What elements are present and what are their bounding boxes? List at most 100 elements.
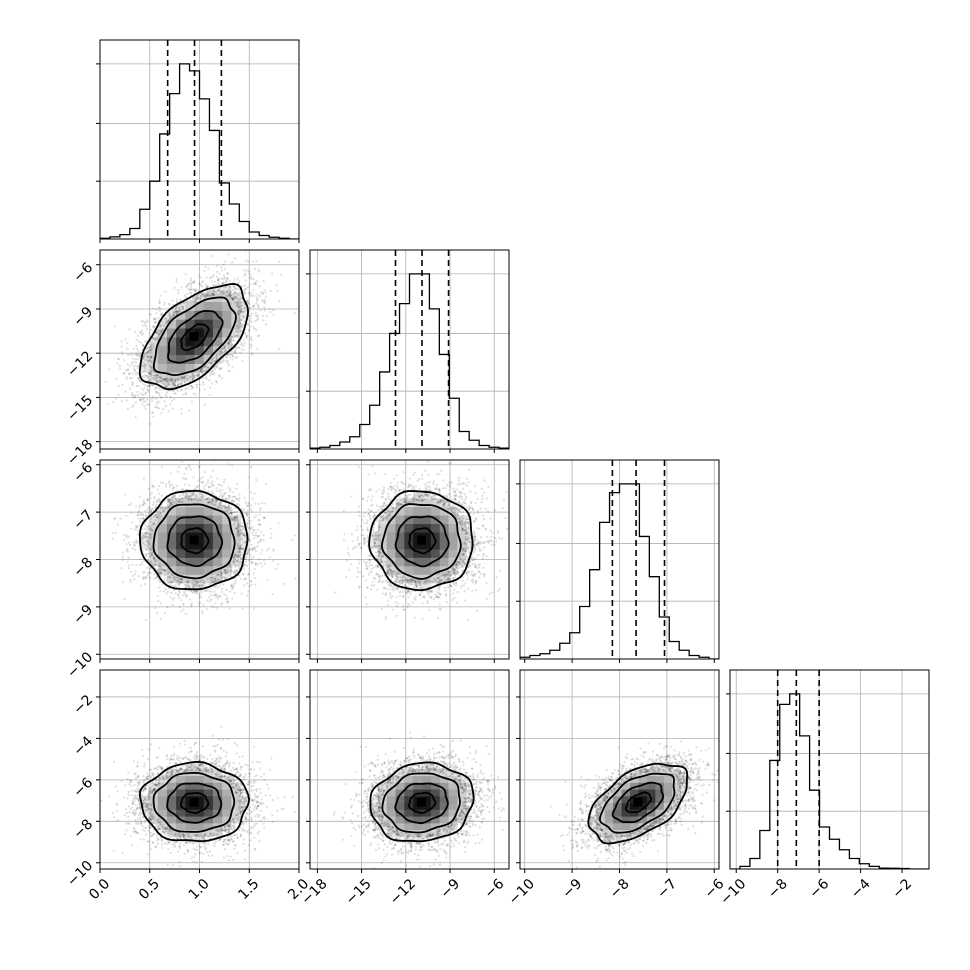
sample-point bbox=[459, 562, 462, 565]
sample-point bbox=[388, 566, 391, 569]
sample-point bbox=[174, 313, 177, 316]
sample-point bbox=[196, 374, 199, 377]
sample-point bbox=[467, 570, 470, 573]
sample-point bbox=[208, 596, 211, 599]
sample-point bbox=[168, 499, 171, 502]
sample-point bbox=[142, 370, 145, 373]
sample-point bbox=[212, 289, 216, 292]
sample-point bbox=[149, 787, 152, 790]
sample-point bbox=[388, 570, 392, 573]
sample-point bbox=[386, 581, 389, 584]
sample-point bbox=[118, 364, 121, 367]
sample-point bbox=[469, 542, 472, 546]
sample-point bbox=[218, 495, 221, 498]
sample-point bbox=[453, 498, 457, 501]
sample-point bbox=[231, 499, 234, 502]
sample-point bbox=[437, 577, 440, 580]
sample-point bbox=[156, 488, 159, 491]
sample-point bbox=[264, 817, 267, 820]
density-cell bbox=[457, 557, 467, 567]
sample-point bbox=[468, 564, 471, 567]
sample-point bbox=[194, 296, 197, 299]
sample-point bbox=[181, 500, 185, 503]
sample-point bbox=[448, 573, 452, 577]
sample-point bbox=[143, 534, 146, 537]
sample-point bbox=[233, 558, 236, 561]
sample-point bbox=[227, 342, 230, 345]
sample-point bbox=[169, 770, 172, 773]
density-cell bbox=[139, 795, 149, 804]
sample-point bbox=[206, 577, 209, 581]
sample-point bbox=[398, 503, 401, 506]
sample-point bbox=[238, 316, 241, 319]
sample-point bbox=[146, 499, 149, 502]
sample-point bbox=[215, 499, 218, 503]
sample-point bbox=[482, 566, 485, 569]
sample-point bbox=[247, 291, 250, 294]
sample-point bbox=[482, 552, 486, 556]
sample-point bbox=[141, 518, 144, 521]
sample-point bbox=[147, 506, 151, 510]
sample-point bbox=[387, 487, 390, 491]
sample-point bbox=[238, 291, 242, 294]
sample-point bbox=[129, 580, 132, 583]
sample-point bbox=[385, 511, 388, 514]
sample-point bbox=[226, 505, 230, 509]
density-cell bbox=[448, 565, 458, 575]
sample-point bbox=[241, 802, 244, 805]
sample-point bbox=[381, 513, 384, 516]
sample-point bbox=[136, 358, 139, 361]
sample-point bbox=[397, 501, 400, 504]
sample-point bbox=[246, 552, 249, 555]
sample-point bbox=[151, 507, 154, 510]
sample-point bbox=[408, 485, 411, 488]
sample-point bbox=[237, 544, 240, 548]
sample-point bbox=[206, 599, 209, 602]
sample-point bbox=[210, 289, 213, 292]
sample-point bbox=[465, 506, 468, 509]
sample-point bbox=[490, 543, 493, 546]
sample-point bbox=[241, 359, 244, 363]
sample-point bbox=[136, 366, 139, 370]
sample-point bbox=[256, 528, 259, 532]
sample-point bbox=[462, 557, 466, 561]
sample-point bbox=[245, 334, 248, 337]
sample-point bbox=[175, 306, 178, 309]
sample-point bbox=[250, 510, 253, 513]
sample-point bbox=[161, 382, 164, 385]
sample-point bbox=[116, 362, 119, 365]
density-cell bbox=[166, 336, 177, 347]
sample-point bbox=[164, 316, 167, 319]
sample-point bbox=[454, 491, 457, 494]
sample-point bbox=[342, 509, 345, 513]
sample-point bbox=[154, 514, 157, 517]
sample-point bbox=[203, 403, 206, 406]
sample-point bbox=[208, 498, 211, 501]
sample-point bbox=[197, 274, 200, 277]
sample-point bbox=[141, 790, 144, 793]
sample-point bbox=[448, 462, 451, 465]
sample-point bbox=[172, 500, 175, 503]
sample-point bbox=[120, 567, 123, 570]
sample-point bbox=[148, 542, 151, 545]
sample-point bbox=[279, 273, 283, 276]
sample-point bbox=[159, 821, 162, 824]
histogram-step-2 bbox=[520, 483, 719, 659]
sample-point bbox=[245, 259, 248, 262]
sample-point bbox=[461, 561, 464, 564]
sample-point bbox=[489, 539, 492, 542]
sample-point bbox=[396, 602, 400, 605]
sample-point bbox=[238, 493, 241, 496]
sample-point bbox=[169, 503, 172, 506]
sample-point bbox=[413, 471, 416, 474]
sample-point bbox=[232, 822, 235, 825]
sample-point bbox=[183, 496, 186, 500]
sample-point bbox=[252, 556, 255, 559]
sample-point bbox=[229, 512, 233, 515]
sample-point bbox=[172, 588, 176, 591]
sample-point bbox=[139, 520, 142, 523]
sample-point bbox=[237, 808, 240, 811]
sample-point bbox=[231, 343, 234, 346]
sample-point bbox=[133, 578, 136, 581]
sample-point bbox=[197, 466, 201, 469]
